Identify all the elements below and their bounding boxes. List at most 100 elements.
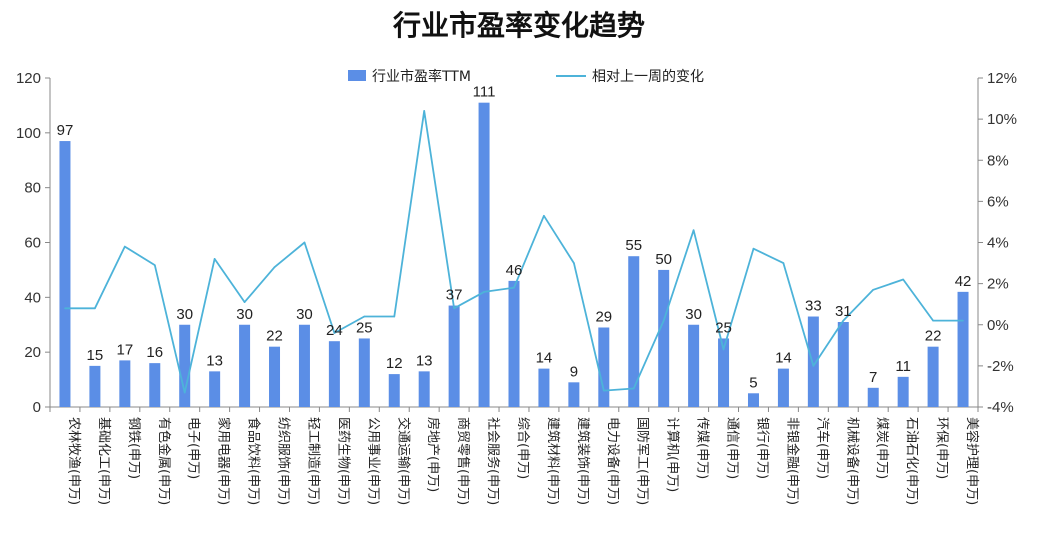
line-point bbox=[812, 365, 815, 367]
bar bbox=[448, 305, 460, 407]
bar-value-label: 29 bbox=[595, 308, 612, 325]
category-label: 交通运输(申万) bbox=[395, 417, 411, 505]
line-point bbox=[962, 319, 964, 322]
line-point bbox=[752, 247, 755, 250]
bar bbox=[298, 324, 310, 407]
line-point bbox=[782, 262, 785, 264]
bar bbox=[718, 338, 730, 407]
left-tick-label: 20 bbox=[24, 344, 41, 361]
left-tick-label: 100 bbox=[16, 125, 41, 142]
right-tick-label: -4% bbox=[987, 399, 1014, 416]
bar-value-label: 24 bbox=[326, 322, 343, 339]
bar bbox=[269, 346, 281, 407]
right-tick-label: 8% bbox=[987, 152, 1009, 169]
category-label: 环保(申万) bbox=[934, 417, 949, 479]
category-label: 银行(申万) bbox=[754, 417, 769, 479]
line-point bbox=[513, 286, 515, 289]
left-tick-label: 80 bbox=[24, 180, 41, 197]
line-point bbox=[453, 307, 455, 310]
bar bbox=[777, 368, 789, 407]
legend: 行业市盈率TTM 相对上一周的变化 bbox=[348, 68, 704, 85]
line-point bbox=[603, 389, 605, 392]
legend-bar-swatch bbox=[348, 70, 366, 81]
right-tick-label: 6% bbox=[987, 193, 1009, 210]
category-label: 纺织服饰(申万) bbox=[276, 417, 291, 505]
line-point bbox=[243, 301, 246, 303]
bar-value-label: 25 bbox=[715, 319, 732, 336]
left-tick-label: 40 bbox=[24, 289, 41, 306]
bar bbox=[209, 371, 221, 407]
line-point bbox=[64, 307, 66, 310]
axes: 0 20 40 60 80 100 120 -4% -2% 0% 2% 4% 6% 8% 10% 12% bbox=[16, 70, 1017, 416]
category-label: 公用事业(申万) bbox=[365, 417, 380, 505]
bar-value-label: 33 bbox=[805, 298, 822, 315]
category-label: 房地产(申万) bbox=[425, 417, 441, 492]
category-label: 煤炭(申万) bbox=[874, 417, 889, 479]
line-point bbox=[932, 319, 934, 322]
bar-value-label: 111 bbox=[473, 84, 496, 101]
bar-value-label: 55 bbox=[625, 237, 642, 254]
bar bbox=[837, 322, 849, 407]
chart-title: 行业市盈率变化趋势 bbox=[392, 9, 645, 42]
line-point bbox=[872, 288, 875, 291]
category-label: 家用电器(申万) bbox=[216, 417, 232, 505]
category-label: 美容护理(申万) bbox=[964, 417, 980, 505]
left-tick-label: 0 bbox=[33, 399, 41, 416]
legend-line-label: 相对上一周的变化 bbox=[592, 69, 704, 85]
bar bbox=[807, 316, 819, 407]
category-label: 石油石化(申万) bbox=[904, 417, 919, 505]
line-point bbox=[303, 241, 306, 244]
line-point bbox=[273, 266, 276, 268]
right-tick-label: 10% bbox=[987, 111, 1017, 128]
bar-value-label: 5 bbox=[749, 374, 757, 391]
bar bbox=[358, 338, 370, 407]
bar-value-label: 15 bbox=[87, 347, 104, 364]
bar-value-label: 7 bbox=[869, 369, 877, 386]
bar bbox=[568, 382, 580, 407]
line-point bbox=[393, 315, 396, 318]
category-label: 国防军工(申万) bbox=[635, 417, 651, 505]
bar-series bbox=[59, 102, 969, 408]
category-label: 商贸零售(申万) bbox=[455, 417, 471, 505]
category-label: 建筑材料(申万) bbox=[545, 417, 561, 505]
line-point bbox=[722, 348, 725, 351]
bar bbox=[927, 346, 939, 407]
left-tick-label: 60 bbox=[24, 235, 41, 252]
bar-value-label: 11 bbox=[895, 358, 911, 375]
bar-value-label: 97 bbox=[57, 122, 74, 139]
line-point bbox=[333, 332, 336, 334]
line-point bbox=[692, 229, 695, 231]
bar-value-label: 13 bbox=[206, 352, 223, 369]
line-point bbox=[632, 387, 635, 390]
bar bbox=[59, 141, 71, 407]
bar-value-label: 13 bbox=[416, 352, 433, 369]
line-point bbox=[483, 291, 485, 293]
bar bbox=[239, 324, 251, 407]
bar bbox=[508, 280, 520, 407]
category-label: 农林牧渔(申万) bbox=[66, 417, 81, 505]
category-label: 汽车(申万) bbox=[814, 417, 830, 479]
bar bbox=[688, 324, 700, 407]
bar-value-label: 22 bbox=[266, 328, 283, 345]
right-tick-label: 0% bbox=[987, 317, 1009, 334]
bar-value-label: 31 bbox=[835, 303, 852, 320]
legend-bar-label: 行业市盈率TTM bbox=[372, 68, 471, 85]
category-label: 建筑装饰(申万) bbox=[575, 417, 591, 505]
left-tick-label: 120 bbox=[16, 70, 41, 87]
category-labels: 农林牧渔(申万) 基础化工(申万) 钢铁(申万) 有色金属(申万) 电子(申万) 家用电器… bbox=[66, 417, 980, 505]
bar-value-label: 9 bbox=[570, 363, 578, 380]
right-tick-label: -2% bbox=[987, 358, 1014, 375]
bar-value-label: 30 bbox=[176, 306, 193, 323]
line-point bbox=[124, 245, 126, 248]
line-point bbox=[842, 319, 845, 322]
category-label: 传媒(申万) bbox=[695, 417, 710, 479]
bar-value-label: 50 bbox=[655, 251, 672, 268]
category-label: 通信(申万) bbox=[725, 417, 740, 479]
bar bbox=[957, 291, 969, 407]
category-label: 基础化工(申万) bbox=[96, 417, 111, 505]
bar bbox=[628, 256, 640, 407]
line-point bbox=[363, 315, 366, 318]
bar-value-label: 14 bbox=[775, 350, 792, 367]
